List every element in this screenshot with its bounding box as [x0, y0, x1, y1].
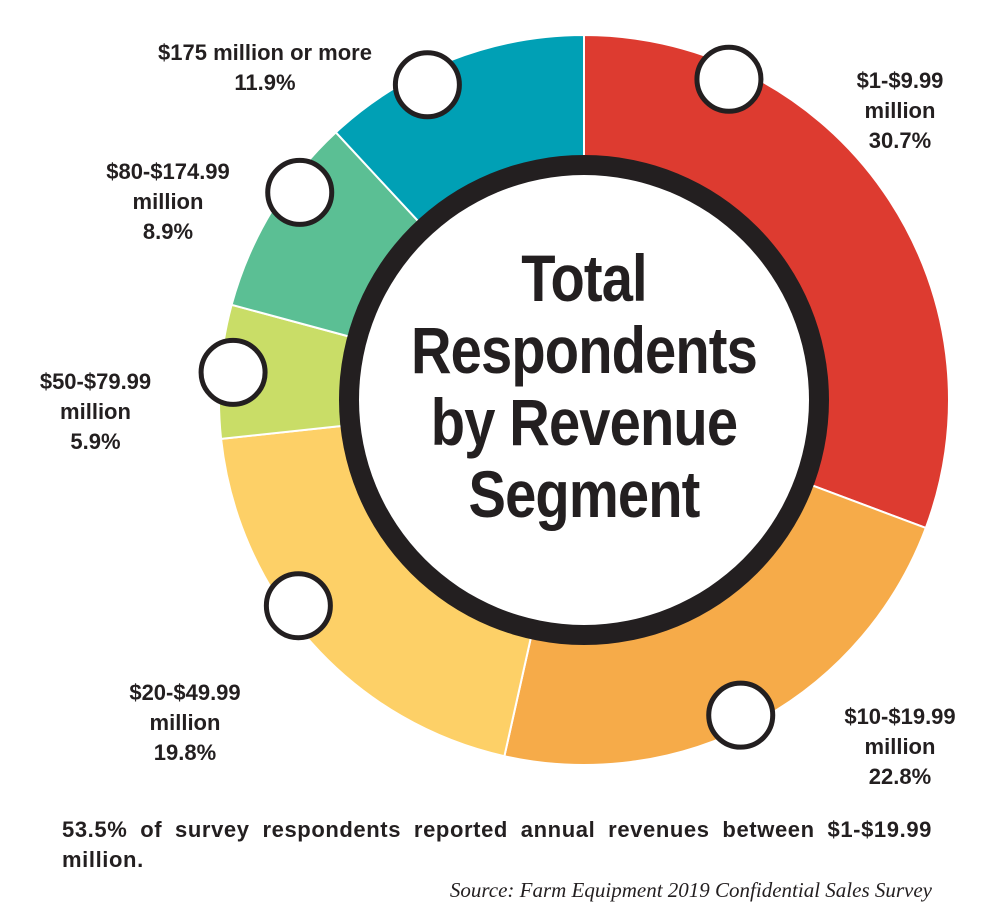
- slice-label-1-9-99: $1-$9.99 million 30.7%: [820, 66, 980, 156]
- slice-label-10-19-99: $10-$19.99 million 22.8%: [820, 702, 980, 792]
- slice-label-line: $80-$174.99: [106, 159, 230, 184]
- slice-label-line: million: [864, 98, 936, 123]
- slice-label-line: million: [864, 734, 936, 759]
- slice-label-line: $20-$49.99: [129, 680, 241, 705]
- slice-percent: 5.9%: [70, 429, 121, 454]
- slice-percent: 22.8%: [868, 764, 932, 789]
- chart-title-line: Respondents: [410, 313, 758, 387]
- slice-marker: [263, 571, 333, 641]
- slice-label-80-174-99: $80-$174.99 million 8.9%: [78, 157, 258, 247]
- slice-marker: [694, 44, 764, 114]
- slice-marker: [392, 50, 462, 120]
- slice-marker: [265, 157, 335, 227]
- chart-title-line: Segment: [468, 457, 701, 531]
- slice-label-line: million: [149, 710, 221, 735]
- slice-label-175-or-more: $175 million or more 11.9%: [115, 38, 415, 98]
- chart-title-line: by Revenue: [430, 385, 738, 459]
- chart-title-line: Total: [521, 241, 647, 315]
- slice-percent: 11.9%: [234, 70, 296, 95]
- summary-note: 53.5% of survey respondents reported ann…: [62, 817, 932, 872]
- chart-title: Total Respondents by Revenue Segment: [377, 242, 792, 530]
- slice-percent: 8.9%: [142, 219, 194, 244]
- slice-percent: 30.7%: [868, 128, 932, 153]
- donut-center: [359, 175, 809, 625]
- slice-markers: [198, 44, 776, 750]
- slice-label-line: million: [60, 399, 131, 424]
- slice-label-line: million: [132, 189, 204, 214]
- slice-label-50-79-99: $50-$79.99 million 5.9%: [8, 367, 183, 457]
- slice-label-line: $10-$19.99: [844, 704, 956, 729]
- source-citation: Source: Farm Equipment 2019 Confidential…: [449, 878, 932, 902]
- slice-marker: [198, 337, 268, 407]
- slice-label-20-49-99: $20-$49.99 million 19.8%: [100, 678, 270, 768]
- slice-label-line: $1-$9.99: [856, 68, 944, 93]
- slice-label-line: $175 million or more: [158, 40, 372, 65]
- slice-label-line: $50-$79.99: [39, 369, 152, 394]
- slice-percent: 19.8%: [153, 740, 217, 765]
- slice-marker: [706, 680, 776, 750]
